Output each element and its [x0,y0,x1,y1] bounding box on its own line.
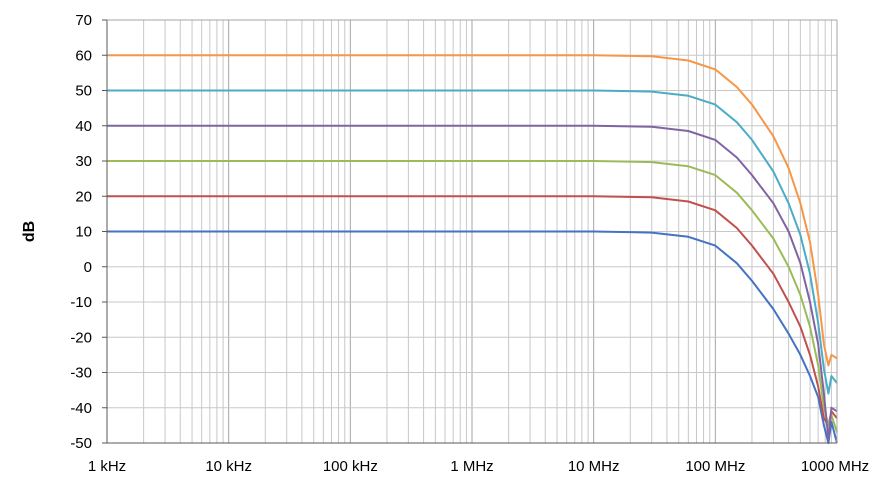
y-tick-label: 70 [75,12,92,29]
x-tick-label: 10 MHz [568,458,620,475]
y-tick-label: 20 [75,188,92,205]
y-tick-label: -10 [70,294,92,311]
series-line-1 [107,230,838,444]
x-tick-label: 1 MHz [450,458,493,475]
x-tick-label: 10 kHz [205,458,252,475]
series-group [107,54,838,444]
y-tick-label: 60 [75,47,92,64]
x-tick-label: 100 kHz [323,458,378,475]
y-tick-label: -30 [70,365,92,382]
y-axis-label: dB [21,221,38,242]
y-tick-label: 50 [75,83,92,100]
x-tick-label: 100 MHz [685,458,745,475]
y-tick-label: 0 [84,259,92,276]
series-line-4 [107,124,838,441]
y-tick-label: 40 [75,118,92,135]
y-tick-label: -40 [70,400,92,417]
x-tick-labels: 1 kHz 10 kHz 100 kHz 1 MHz 10 MHz 100 MHz 1000… [88,458,869,475]
y-tick-label: 10 [75,224,92,241]
y-tick-label: -50 [70,435,92,452]
x-tick-label: 1000 MHz [801,458,869,475]
y-tick-label: 30 [75,153,92,170]
series-line-5 [107,89,838,395]
y-tick-labels: 70 60 50 40 30 20 10 0 -10 -20 -30 -40 -50 [70,12,107,452]
series-line-6 [107,54,838,367]
y-tick-label: -20 [70,329,92,346]
x-tick-label: 1 kHz [88,458,126,475]
